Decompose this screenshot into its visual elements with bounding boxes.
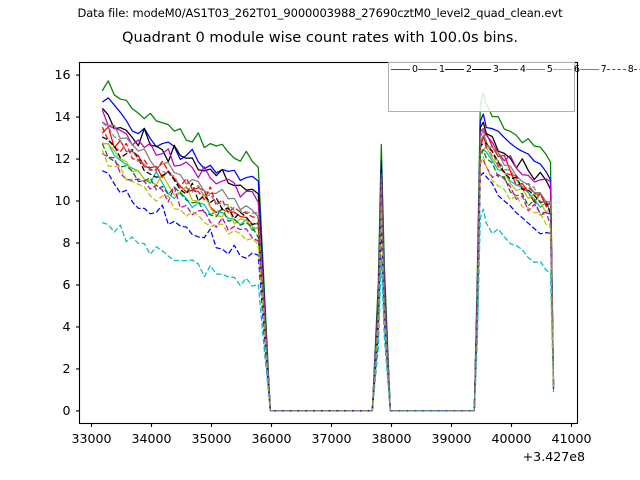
legend-swatch-icon [606, 66, 626, 73]
x-tick-label: 40000 [491, 430, 532, 446]
legend-label: 6 [573, 63, 580, 75]
x-tick-label: 36000 [251, 430, 292, 446]
legend-entry-3[interactable]: 3 [471, 63, 499, 76]
series-line-5 [102, 142, 555, 412]
legend-swatch-icon [391, 66, 410, 73]
legend[interactable]: 0123456789101112131415 [388, 62, 640, 112]
legend-label: 8 [627, 63, 634, 75]
legend-swatch-icon [471, 66, 491, 73]
legend-label: 4 [519, 63, 526, 75]
legend-label: 5 [546, 63, 553, 75]
legend-label: 7 [600, 63, 607, 75]
series-line-13 [102, 208, 555, 412]
legend-label: 1 [438, 63, 445, 75]
data-file-label: Data file: modeM0/AS1T03_262T01_90000039… [77, 6, 563, 20]
series-line-0 [101, 126, 555, 412]
y-tick-label: 8 [62, 235, 71, 250]
legend-entry-9[interactable]: 9 [633, 63, 640, 76]
y-tick-label: 10 [54, 193, 71, 209]
chart-title: Quadrant 0 module wise count rates with … [121, 29, 519, 46]
legend-swatch-icon [417, 66, 437, 73]
legend-swatch-icon [579, 66, 599, 73]
y-tick-label: 6 [62, 276, 71, 292]
legend-entry-0[interactable]: 0 [391, 63, 418, 76]
legend-label: 0 [412, 63, 418, 75]
y-tick-label: 0 [62, 402, 71, 418]
x-tick-label: 35000 [191, 430, 232, 446]
series-line-15 [101, 122, 555, 412]
series-line-9 [101, 143, 555, 412]
x-tick-label: 37000 [311, 430, 352, 446]
legend-label: 3 [492, 63, 499, 75]
legend-entries: 0123456789101112131415 [389, 63, 640, 111]
legend-swatch-icon [552, 66, 572, 73]
x-tick-label: 34000 [131, 430, 172, 446]
legend-swatch-icon [498, 66, 518, 73]
x-tick-label: 33000 [71, 430, 112, 446]
x-tick-label: 38000 [371, 430, 412, 446]
y-tick-label: 12 [54, 151, 71, 167]
series-line-11 [102, 136, 555, 412]
legend-entry-8[interactable]: 8 [606, 63, 634, 76]
legend-swatch-icon [444, 66, 464, 73]
data-series-group [101, 80, 555, 412]
axis-ticks [76, 74, 573, 427]
axes-frame [78, 61, 579, 425]
series-line-8 [101, 126, 555, 412]
series-line-10 [102, 170, 555, 412]
legend-swatch-icon [633, 66, 640, 73]
legend-label: 2 [465, 63, 472, 75]
legend-swatch-icon [525, 66, 545, 73]
legend-entry-4[interactable]: 4 [498, 63, 526, 76]
series-line-14 [101, 149, 555, 412]
legend-entry-7[interactable]: 7 [579, 63, 607, 76]
x-axis-offset-label: +3.427e8 [522, 449, 585, 464]
series-line-6 [102, 142, 555, 412]
x-tick-label: 39000 [431, 430, 472, 446]
y-tick-label: 2 [62, 360, 71, 376]
legend-entry-2[interactable]: 2 [444, 63, 472, 76]
legend-entry-6[interactable]: 6 [552, 63, 580, 76]
legend-entry-5[interactable]: 5 [525, 63, 553, 76]
y-tick-label: 16 [54, 67, 71, 83]
y-tick-label: 4 [62, 318, 71, 334]
x-tick-label: 41000 [551, 430, 592, 446]
y-tick-label: 14 [54, 109, 71, 125]
legend-entry-1[interactable]: 1 [417, 63, 445, 76]
